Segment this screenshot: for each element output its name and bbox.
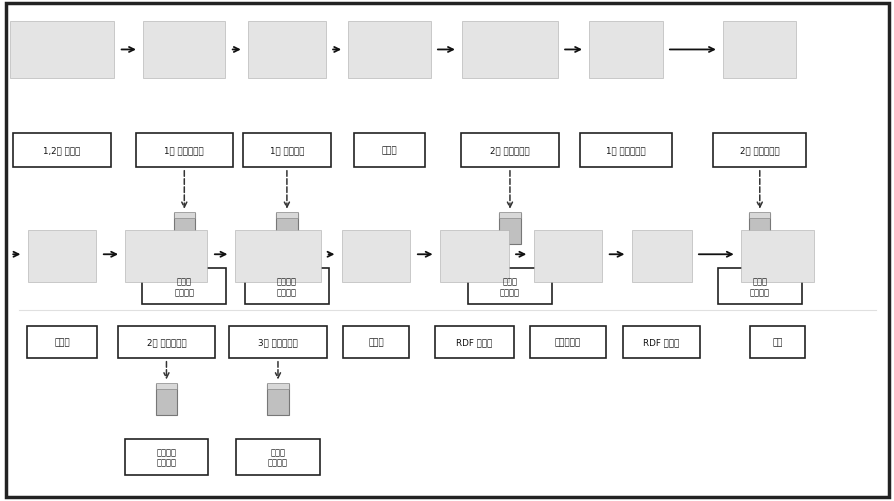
FancyBboxPatch shape — [348, 22, 430, 79]
FancyBboxPatch shape — [468, 269, 552, 305]
Text: 1차 토사선별기: 1차 토사선별기 — [164, 146, 204, 155]
FancyBboxPatch shape — [143, 22, 225, 79]
FancyBboxPatch shape — [722, 22, 796, 79]
FancyBboxPatch shape — [631, 231, 691, 283]
FancyBboxPatch shape — [242, 134, 331, 167]
Text: 1차 자력선별: 1차 자력선별 — [269, 146, 304, 155]
FancyBboxPatch shape — [740, 231, 814, 283]
FancyBboxPatch shape — [13, 134, 111, 167]
Text: 불연물
저장박스: 불연물 저장박스 — [749, 277, 769, 297]
Text: 불연물
저장박스: 불연물 저장박스 — [500, 277, 519, 297]
FancyBboxPatch shape — [748, 214, 770, 244]
FancyBboxPatch shape — [579, 134, 671, 167]
FancyBboxPatch shape — [748, 213, 770, 219]
FancyBboxPatch shape — [173, 213, 195, 219]
Text: RDF 냉각기: RDF 냉각기 — [456, 338, 492, 347]
FancyBboxPatch shape — [142, 269, 226, 305]
FancyBboxPatch shape — [342, 326, 409, 358]
FancyBboxPatch shape — [267, 384, 289, 415]
FancyBboxPatch shape — [10, 22, 114, 79]
FancyBboxPatch shape — [229, 326, 326, 358]
FancyBboxPatch shape — [749, 326, 805, 358]
FancyBboxPatch shape — [173, 214, 195, 244]
FancyBboxPatch shape — [717, 269, 801, 305]
FancyBboxPatch shape — [6, 4, 888, 497]
Text: 2차 토사선별기: 2차 토사선별기 — [490, 146, 529, 155]
FancyBboxPatch shape — [529, 326, 605, 358]
FancyBboxPatch shape — [276, 214, 298, 244]
FancyBboxPatch shape — [156, 384, 177, 415]
Text: 진동스크린: 진동스크린 — [554, 338, 580, 347]
FancyBboxPatch shape — [342, 231, 410, 283]
FancyBboxPatch shape — [276, 213, 298, 219]
Text: 성형기: 성형기 — [367, 338, 384, 347]
Text: 불연물
저장박스: 불연물 저장박스 — [174, 277, 194, 297]
FancyBboxPatch shape — [267, 383, 289, 389]
FancyBboxPatch shape — [499, 214, 520, 244]
Text: 3차 토사선별기: 3차 토사선별기 — [257, 338, 298, 347]
Text: 반출: 반출 — [772, 338, 782, 347]
Text: 1차 풍력선별기: 1차 풍력선별기 — [605, 146, 645, 155]
FancyBboxPatch shape — [245, 269, 328, 305]
Text: 건조기: 건조기 — [381, 146, 397, 155]
FancyBboxPatch shape — [118, 326, 215, 358]
Text: 2차 풍력선별기: 2차 풍력선별기 — [739, 146, 779, 155]
FancyBboxPatch shape — [533, 231, 602, 283]
Text: 1,2차 파쇄기: 1,2차 파쇄기 — [43, 146, 80, 155]
FancyBboxPatch shape — [124, 439, 208, 475]
FancyBboxPatch shape — [499, 213, 520, 219]
Text: 2차 자력선별기: 2차 자력선별기 — [147, 338, 186, 347]
Text: 분쇄기: 분쇄기 — [55, 338, 70, 347]
FancyBboxPatch shape — [136, 134, 232, 167]
FancyBboxPatch shape — [27, 326, 97, 358]
FancyBboxPatch shape — [354, 134, 425, 167]
FancyBboxPatch shape — [236, 439, 319, 475]
Text: 철금속류
저장박스: 철금속류 저장박스 — [276, 277, 297, 297]
FancyBboxPatch shape — [28, 231, 97, 283]
FancyBboxPatch shape — [622, 326, 699, 358]
FancyBboxPatch shape — [156, 383, 177, 389]
Text: 철금속류
저장박스: 철금속류 저장박스 — [156, 447, 176, 467]
FancyBboxPatch shape — [460, 134, 558, 167]
Text: RDF 저장로: RDF 저장로 — [643, 338, 679, 347]
FancyBboxPatch shape — [125, 231, 207, 283]
Text: 불연물
저장박스: 불연물 저장박스 — [267, 447, 288, 467]
FancyBboxPatch shape — [589, 22, 662, 79]
FancyBboxPatch shape — [440, 231, 508, 283]
FancyBboxPatch shape — [713, 134, 805, 167]
FancyBboxPatch shape — [248, 22, 325, 79]
FancyBboxPatch shape — [434, 326, 513, 358]
FancyBboxPatch shape — [234, 231, 321, 283]
FancyBboxPatch shape — [461, 22, 557, 79]
